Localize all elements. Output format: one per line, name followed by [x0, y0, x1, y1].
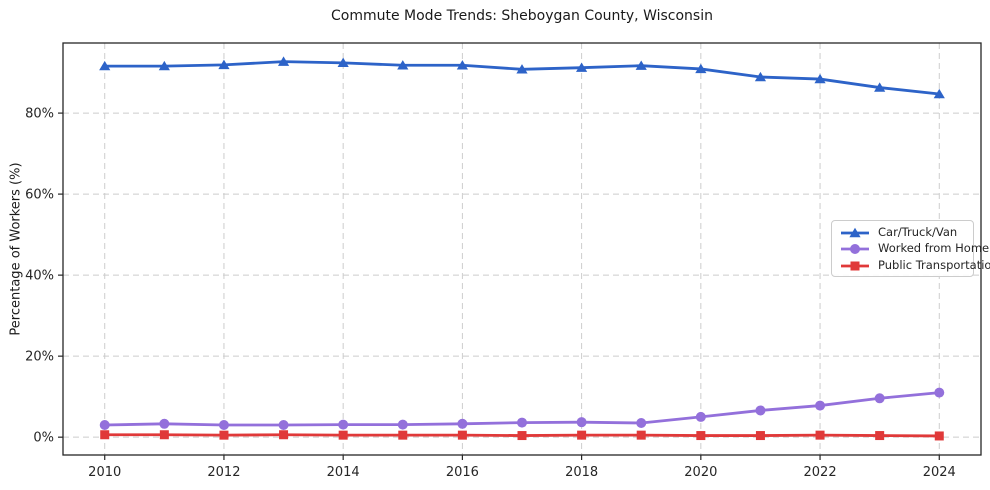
plot-frame [62, 42, 982, 456]
x-tick-label: 2024 [923, 465, 956, 480]
data-point-square [517, 431, 527, 441]
data-point-square [636, 430, 646, 440]
data-point-triangle [99, 60, 111, 71]
legend-label-car-truck-van: Car/Truck/Van [878, 225, 958, 240]
y-tick-label: 40% [25, 269, 54, 284]
legend-swatch-circle-icon [839, 241, 871, 255]
y-tick-label: 60% [25, 188, 54, 203]
data-point-triangle [277, 56, 290, 66]
data-point-triangle [158, 60, 170, 71]
data-point-triangle [456, 60, 468, 70]
x-tick-label: 2014 [327, 465, 360, 480]
legend-item-worked-from-home: Worked from Home [839, 240, 989, 256]
data-point-circle [218, 420, 229, 431]
legend-swatch-svg [841, 261, 869, 271]
data-point-triangle [218, 59, 230, 70]
data-point-triangle [635, 60, 647, 70]
x-tick-label: 2012 [207, 465, 240, 480]
data-point-circle [159, 418, 170, 429]
data-point-square [398, 430, 408, 440]
data-point-square [279, 430, 289, 440]
data-point-circle [457, 418, 468, 429]
data-point-triangle [397, 60, 409, 70]
legend-swatch-square-icon [839, 258, 871, 272]
data-point-triangle [933, 88, 945, 99]
data-point-square [577, 430, 587, 440]
data-point-triangle [874, 82, 886, 92]
chart-title: Commute Mode Trends: Sheboygan County, W… [331, 8, 713, 24]
legend-swatch-triangle-icon [839, 225, 871, 239]
data-point-triangle [754, 71, 767, 82]
legend: Car/Truck/Van Worked from Home Public Tr… [831, 220, 990, 277]
data-point-circle [874, 393, 885, 404]
data-point-circle [850, 244, 860, 255]
x-tick-label: 2016 [446, 465, 479, 480]
data-point-square [850, 261, 860, 271]
x-tick-label: 2022 [804, 465, 837, 480]
data-point-circle [397, 419, 408, 430]
x-tick-label: 2018 [565, 465, 598, 480]
data-point-square [696, 431, 706, 441]
data-point-triangle [337, 57, 349, 68]
legend-item-public-transportation: Public Transportation [839, 257, 990, 273]
y-tick-label: 20% [25, 350, 54, 365]
data-point-circle [934, 387, 945, 398]
series-public-transportation [100, 430, 944, 441]
legend-swatch-svg [841, 244, 869, 255]
data-point-circle [576, 417, 587, 428]
data-point-square [755, 431, 765, 441]
data-point-triangle [576, 62, 588, 72]
data-point-square [934, 431, 944, 441]
legend-label-worked-from-home: Worked from Home [878, 241, 990, 256]
data-point-circle [99, 420, 110, 431]
legend-swatch-svg [841, 227, 869, 238]
data-point-triangle [695, 63, 707, 74]
legend-label-public-transportation: Public Transportation [878, 257, 990, 272]
data-point-square [100, 430, 110, 440]
x-tick-label: 2020 [684, 465, 717, 480]
data-point-circle [755, 405, 766, 416]
series-car-truck-van [99, 56, 945, 99]
data-point-circle [695, 411, 706, 422]
data-point-square [338, 430, 348, 440]
data-point-circle [815, 400, 826, 411]
data-point-circle [517, 417, 527, 428]
data-point-triangle [814, 73, 826, 84]
y-tick-label: 0% [33, 431, 54, 446]
legend-item-car-truck-van: Car/Truck/Van [839, 224, 966, 240]
series-worked-from-home [99, 387, 945, 431]
data-point-circle [278, 420, 289, 431]
data-point-square [457, 430, 467, 440]
data-point-square [159, 430, 169, 440]
data-point-circle [338, 419, 349, 430]
data-point-square [875, 431, 885, 441]
data-point-triangle [849, 227, 861, 238]
y-tick-label: 80% [25, 107, 54, 122]
data-point-triangle [516, 64, 528, 74]
x-tick-label: 2010 [88, 465, 121, 480]
data-point-circle [636, 417, 647, 428]
data-point-square [815, 430, 825, 440]
data-point-square [219, 430, 229, 440]
